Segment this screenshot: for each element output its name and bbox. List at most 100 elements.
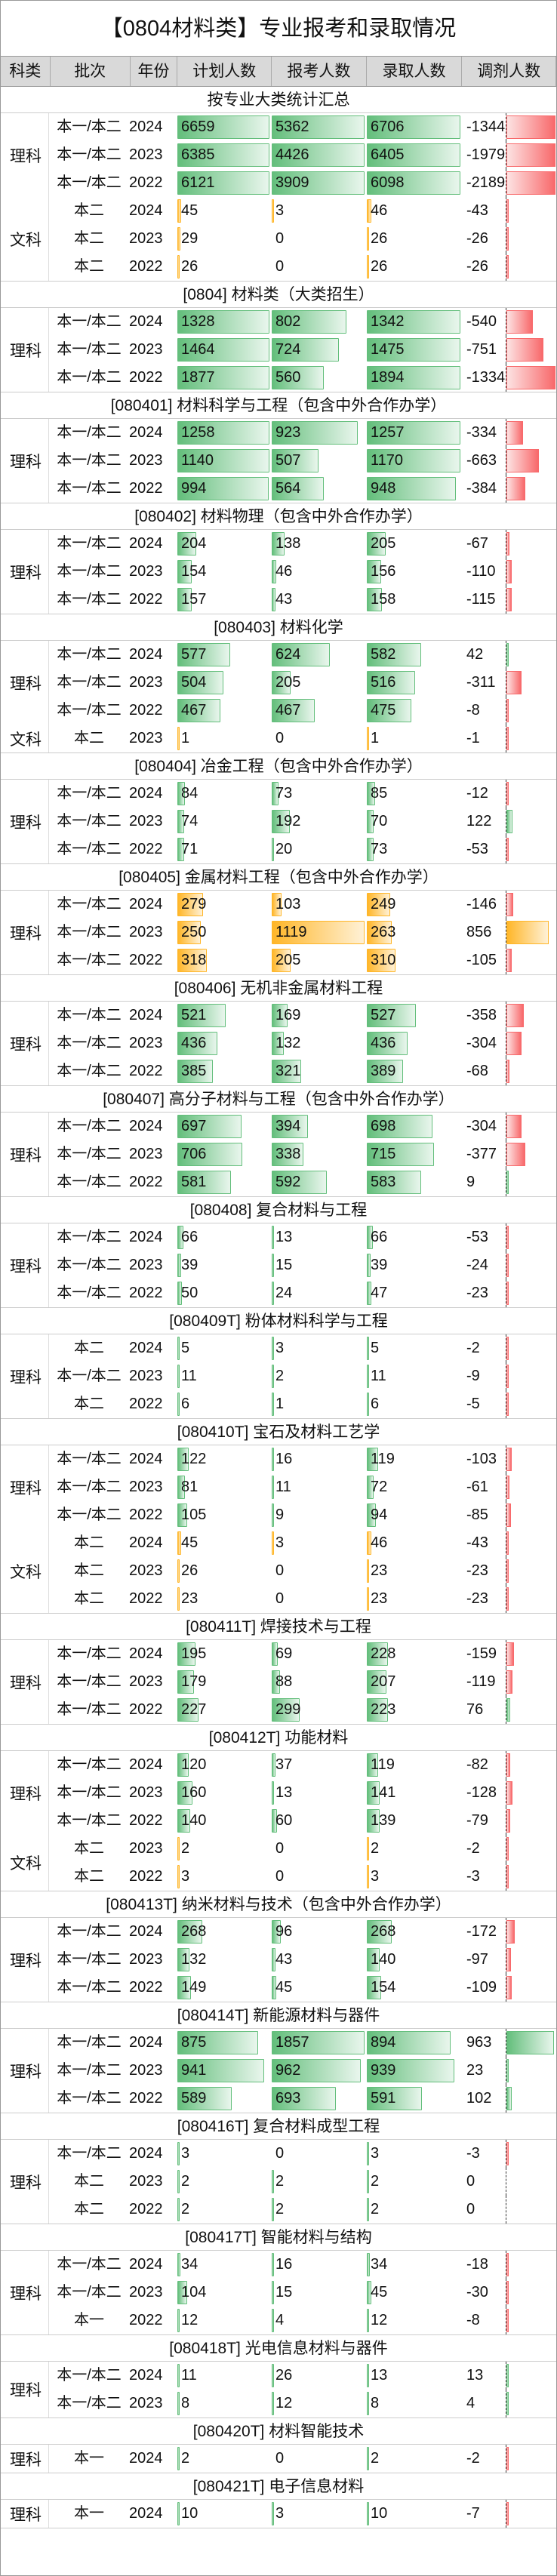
year-cell: 2023 xyxy=(129,341,163,358)
adjust-cell: -26 xyxy=(462,225,556,253)
plan-bar xyxy=(177,1837,180,1860)
admit-bar xyxy=(367,893,390,916)
admit-value: 10 xyxy=(371,2505,388,2522)
apply-cell: 4 xyxy=(271,2307,366,2334)
admit-cell: 39 xyxy=(366,1251,462,1279)
plan-value: 11 xyxy=(181,2367,197,2384)
adjust-negative-bar xyxy=(506,2142,509,2165)
subject-label: 理科 xyxy=(10,675,42,693)
year-cell: 2024 xyxy=(129,2256,163,2273)
apply-bar xyxy=(272,1143,303,1166)
plan-cell: 104 xyxy=(177,2279,271,2307)
adjust-cell: 122 xyxy=(462,808,556,836)
adjust-cell: -3 xyxy=(462,1863,556,1891)
plan-bar xyxy=(177,1282,183,1305)
apply-value: 5362 xyxy=(275,118,309,135)
plan-cell: 697 xyxy=(177,1113,271,1140)
table-row: 本一/本二 2023 706 338 715 -377 xyxy=(49,1140,556,1168)
admit-cell: 1475 xyxy=(366,336,462,364)
section-title: [080408] 复合材料与工程 xyxy=(1,1197,556,1223)
adjust-negative-bar xyxy=(506,838,509,861)
apply-value: 0 xyxy=(275,1868,285,1885)
apply-value: 45 xyxy=(275,1979,293,1996)
table-row: 本一/本二 2022 157 43 158 -115 xyxy=(49,586,556,614)
apply-bar xyxy=(272,477,325,500)
table-row: 本一/本二 2022 994 564 948 -384 xyxy=(49,475,556,503)
batch-cell: 本二 xyxy=(74,258,104,275)
batch-cell: 本一/本二 xyxy=(57,146,122,163)
adjust-value: -540 xyxy=(466,313,497,330)
apply-cell: 624 xyxy=(271,641,366,669)
admit-value: 2 xyxy=(371,2201,380,2217)
admit-cell: 70 xyxy=(366,808,462,836)
plan-value: 1464 xyxy=(181,341,215,358)
apply-bar xyxy=(272,115,365,139)
batch-cell: 本二 xyxy=(74,1534,104,1551)
subject-column: 理科 文科 xyxy=(1,113,49,281)
apply-value: 73 xyxy=(275,785,293,802)
apply-value: 624 xyxy=(275,646,301,663)
admit-bar xyxy=(367,699,411,722)
plan-value: 279 xyxy=(181,896,207,913)
section-body: 理科 本一/本二 2024 34 16 34 -18 本一/本二 2023 104 15 45 -30 本… xyxy=(1,2251,556,2335)
admit-cell: 1894 xyxy=(366,364,462,392)
plan-cell: 581 xyxy=(177,1168,271,1196)
section-title: [080414T] 新能源材料与器件 xyxy=(1,2002,556,2029)
adjust-negative-bar xyxy=(506,588,512,611)
year-cell: 2022 xyxy=(129,591,163,608)
adjust-cell: -751 xyxy=(462,336,556,364)
subject-label: 理科 xyxy=(10,1479,42,1497)
year-cell: 2022 xyxy=(129,1285,163,1301)
subject-column: 理科 xyxy=(1,1223,49,1307)
plan-cell: 105 xyxy=(177,1501,271,1529)
table-row: 本二 2024 45 3 46 -43 xyxy=(49,1529,556,1557)
batch-cell: 本一/本二 xyxy=(57,452,122,469)
apply-bar xyxy=(272,171,365,195)
adjust-negative-bar xyxy=(506,1865,509,1888)
plan-cell: 120 xyxy=(177,1751,271,1779)
section-body: 理科 本一/本二 2024 521 169 527 -358 本一/本二 2023 436 132 4… xyxy=(1,1002,556,1086)
apply-value: 205 xyxy=(275,674,301,691)
plan-cell: 84 xyxy=(177,780,271,808)
adjust-value: -311 xyxy=(466,674,496,691)
plan-cell: 5 xyxy=(177,1334,271,1362)
apply-value: 3 xyxy=(275,1534,285,1551)
year-cell: 2022 xyxy=(129,2312,163,2328)
admit-value: 475 xyxy=(371,702,396,719)
admit-cell: 154 xyxy=(366,1974,462,2002)
year-cell: 2024 xyxy=(129,785,163,802)
apply-cell: 338 xyxy=(271,1140,366,1168)
section-body: 理科 本一/本二 2024 11 26 13 13 本一/本二 2023 8 12 8 4 xyxy=(1,2362,556,2418)
batch-cell: 本一/本二 xyxy=(57,1479,122,1495)
adjust-value: -23 xyxy=(466,1590,488,1607)
year-cell: 2023 xyxy=(129,2062,163,2079)
apply-cell: 3909 xyxy=(271,169,366,197)
plan-value: 157 xyxy=(181,591,207,608)
plan-value: 2 xyxy=(181,2173,190,2190)
adjust-value: -358 xyxy=(466,1007,497,1023)
section-title: [080411T] 焊接技术与工程 xyxy=(1,1614,556,1640)
plan-bar xyxy=(177,2392,180,2415)
subject-label: 理科 xyxy=(10,2382,42,2399)
table-header: 科类 批次 年份 计划人数 报考人数 录取人数 调剂人数 xyxy=(1,57,556,87)
admit-bar xyxy=(367,477,456,500)
plan-value: 1 xyxy=(181,730,190,746)
apply-bar xyxy=(272,1531,274,1555)
admit-cell: 310 xyxy=(366,946,462,974)
plan-value: 2 xyxy=(181,2450,190,2467)
plan-cell: 45 xyxy=(177,197,271,225)
admit-value: 263 xyxy=(371,924,396,940)
subject-column: 理科 xyxy=(1,2140,49,2224)
plan-bar xyxy=(177,2364,180,2387)
plan-value: 2 xyxy=(181,2201,190,2217)
adjust-value: -2189 xyxy=(466,174,506,191)
plan-value: 29 xyxy=(181,230,198,247)
apply-bar xyxy=(272,421,358,445)
admit-cell: 2 xyxy=(366,2168,462,2196)
admit-bar xyxy=(367,949,396,972)
admit-cell: 85 xyxy=(366,780,462,808)
subject-label: 理科 xyxy=(10,1368,42,1386)
plan-value: 179 xyxy=(181,1673,207,1690)
section-body: 理科 本二 2024 5 3 5 -2 本一/本二 2023 11 2 11 -9 本二 2022 6 1 6 -5 xyxy=(1,1334,556,1419)
subject-column: 理科 xyxy=(1,530,49,614)
